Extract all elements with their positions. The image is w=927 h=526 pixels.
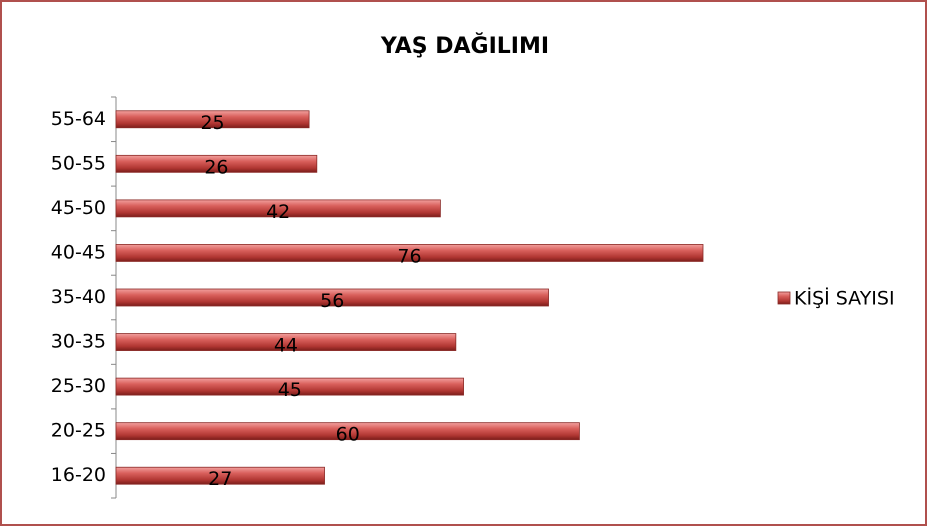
- bar: [115, 333, 457, 351]
- y-tick-label: 20-25: [51, 420, 106, 442]
- bar: [115, 244, 704, 262]
- y-tick-label: 40-45: [51, 241, 106, 263]
- data-label: 27: [208, 468, 232, 490]
- data-label: 76: [397, 245, 421, 267]
- data-label: 56: [320, 290, 344, 312]
- data-label: 25: [200, 112, 224, 134]
- data-label: 45: [278, 379, 302, 401]
- y-tick-label: 16-20: [51, 464, 106, 486]
- legend-label: KİŞİ SAYISI: [794, 287, 895, 310]
- bar: [115, 154, 318, 173]
- y-tick-label: 45-50: [51, 197, 106, 219]
- legend-swatch: [777, 291, 791, 305]
- y-tick-label: 35-40: [51, 286, 106, 308]
- bar: [115, 199, 441, 218]
- bar: [115, 422, 580, 441]
- bar: [115, 110, 310, 129]
- y-tick-label: 50-55: [51, 152, 106, 174]
- data-label: 44: [274, 335, 298, 357]
- data-label: 26: [204, 156, 228, 178]
- bar: [115, 466, 325, 485]
- y-tick-label: 55-64: [51, 108, 106, 130]
- y-tick-label: 30-35: [51, 331, 106, 353]
- chart-title: YAŞ DAĞILIMI: [380, 33, 549, 59]
- data-label: 60: [336, 424, 360, 446]
- y-tick-label: 25-30: [51, 375, 106, 397]
- data-label: 42: [266, 201, 290, 223]
- bar: [115, 377, 464, 396]
- bar: [115, 288, 549, 307]
